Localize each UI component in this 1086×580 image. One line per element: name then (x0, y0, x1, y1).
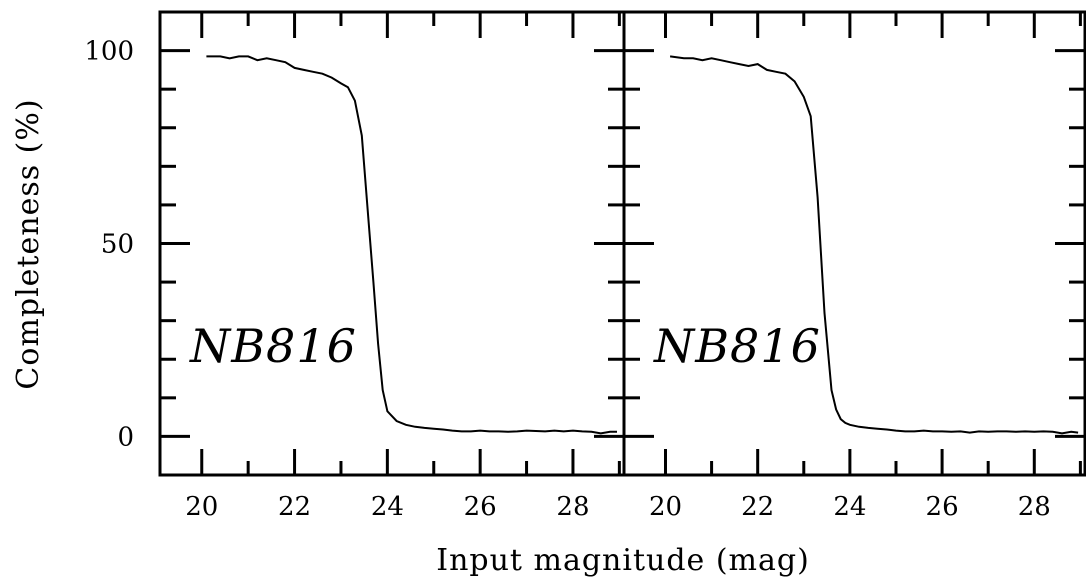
x-tick-label: 28 (1018, 492, 1051, 522)
panel-label: NB816 (653, 319, 821, 373)
x-tick-label: 22 (741, 492, 774, 522)
x-axis-title: Input magnitude (mag) (436, 543, 810, 578)
y-tick-label: 100 (84, 37, 134, 67)
panel-1: 20 22 24 26 28 0 50 100 NB816 (84, 10, 626, 522)
y-tick-label: 0 (117, 422, 134, 452)
panels-group: 20 22 24 26 28 0 50 100 NB816 20 22 24 26 28 NB816 (84, 10, 1086, 522)
y-axis-title: Completeness (%) (11, 98, 46, 389)
completeness-curve (669, 55, 1079, 435)
completeness-curve (206, 55, 617, 435)
panel-frame (622, 10, 1086, 477)
panel-label: NB816 (189, 319, 357, 373)
x-tick-label: 26 (926, 492, 959, 522)
panel-frame (158, 10, 626, 477)
x-tick-label: 28 (556, 492, 589, 522)
x-tick-label: 24 (833, 492, 866, 522)
panel-2: 20 22 24 26 28 NB816 (622, 10, 1086, 522)
y-tick-label: 50 (101, 230, 134, 260)
x-tick-label: 20 (185, 492, 218, 522)
x-tick-label: 22 (278, 492, 311, 522)
x-tick-label: 26 (464, 492, 497, 522)
x-tick-label: 24 (371, 492, 404, 522)
x-tick-label: 20 (649, 492, 682, 522)
